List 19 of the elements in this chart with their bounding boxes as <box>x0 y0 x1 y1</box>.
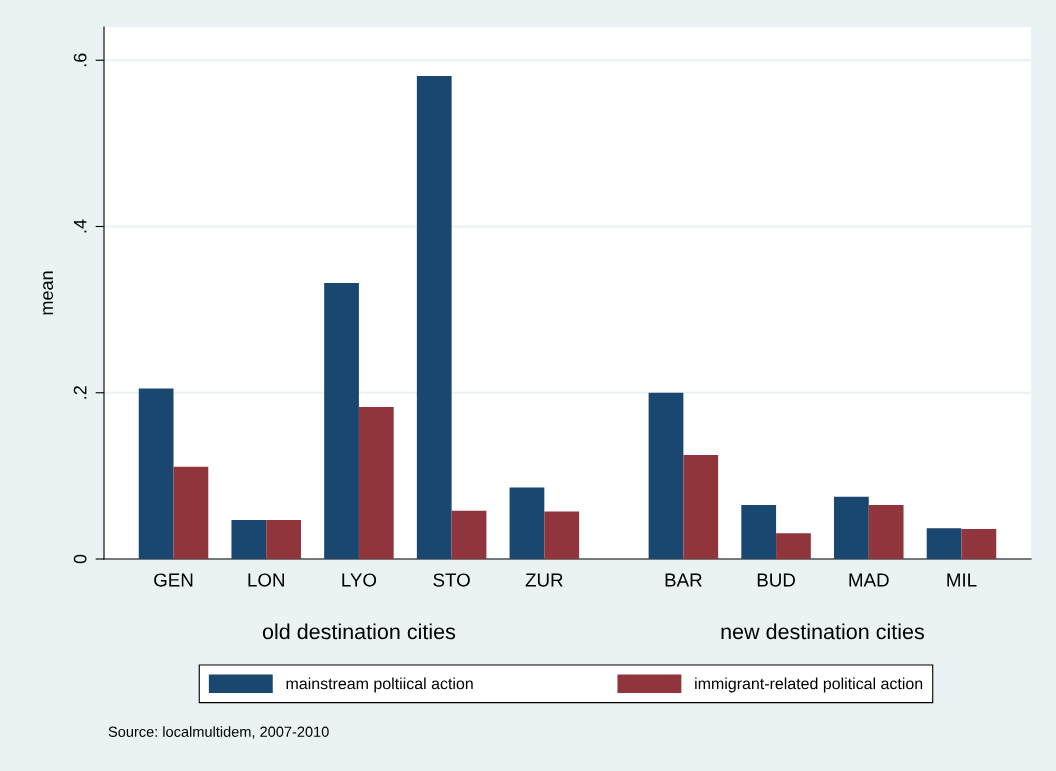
x-tick-label: MIL <box>947 573 977 587</box>
x-tick-label: LON <box>248 573 284 587</box>
x-tick-label: BUD <box>757 573 795 587</box>
y-axis-title: mean <box>43 271 54 315</box>
y-tick-label: 0 <box>73 554 87 564</box>
x-tick-label: GEN <box>154 573 193 587</box>
text: old destination cities <box>262 623 456 640</box>
text: new destination cities <box>721 623 924 640</box>
x-tick-label: STO <box>433 573 470 587</box>
y-tick-label: .2 <box>73 386 87 399</box>
x-tick-label: LYO <box>342 573 377 587</box>
legend-label: mainstream poltiical action <box>286 677 473 693</box>
x-tick-label: ZUR <box>525 573 563 587</box>
x-tick-label: BAR <box>665 573 702 587</box>
y-tick-label: .6 <box>73 53 87 67</box>
x-tick-label: MAD <box>849 573 889 587</box>
y-tick-label: .4 <box>73 219 87 233</box>
legend-label: immigrant-related political action <box>695 677 923 693</box>
source-note: Source: localmultidem, 2007-2010 <box>108 726 329 739</box>
